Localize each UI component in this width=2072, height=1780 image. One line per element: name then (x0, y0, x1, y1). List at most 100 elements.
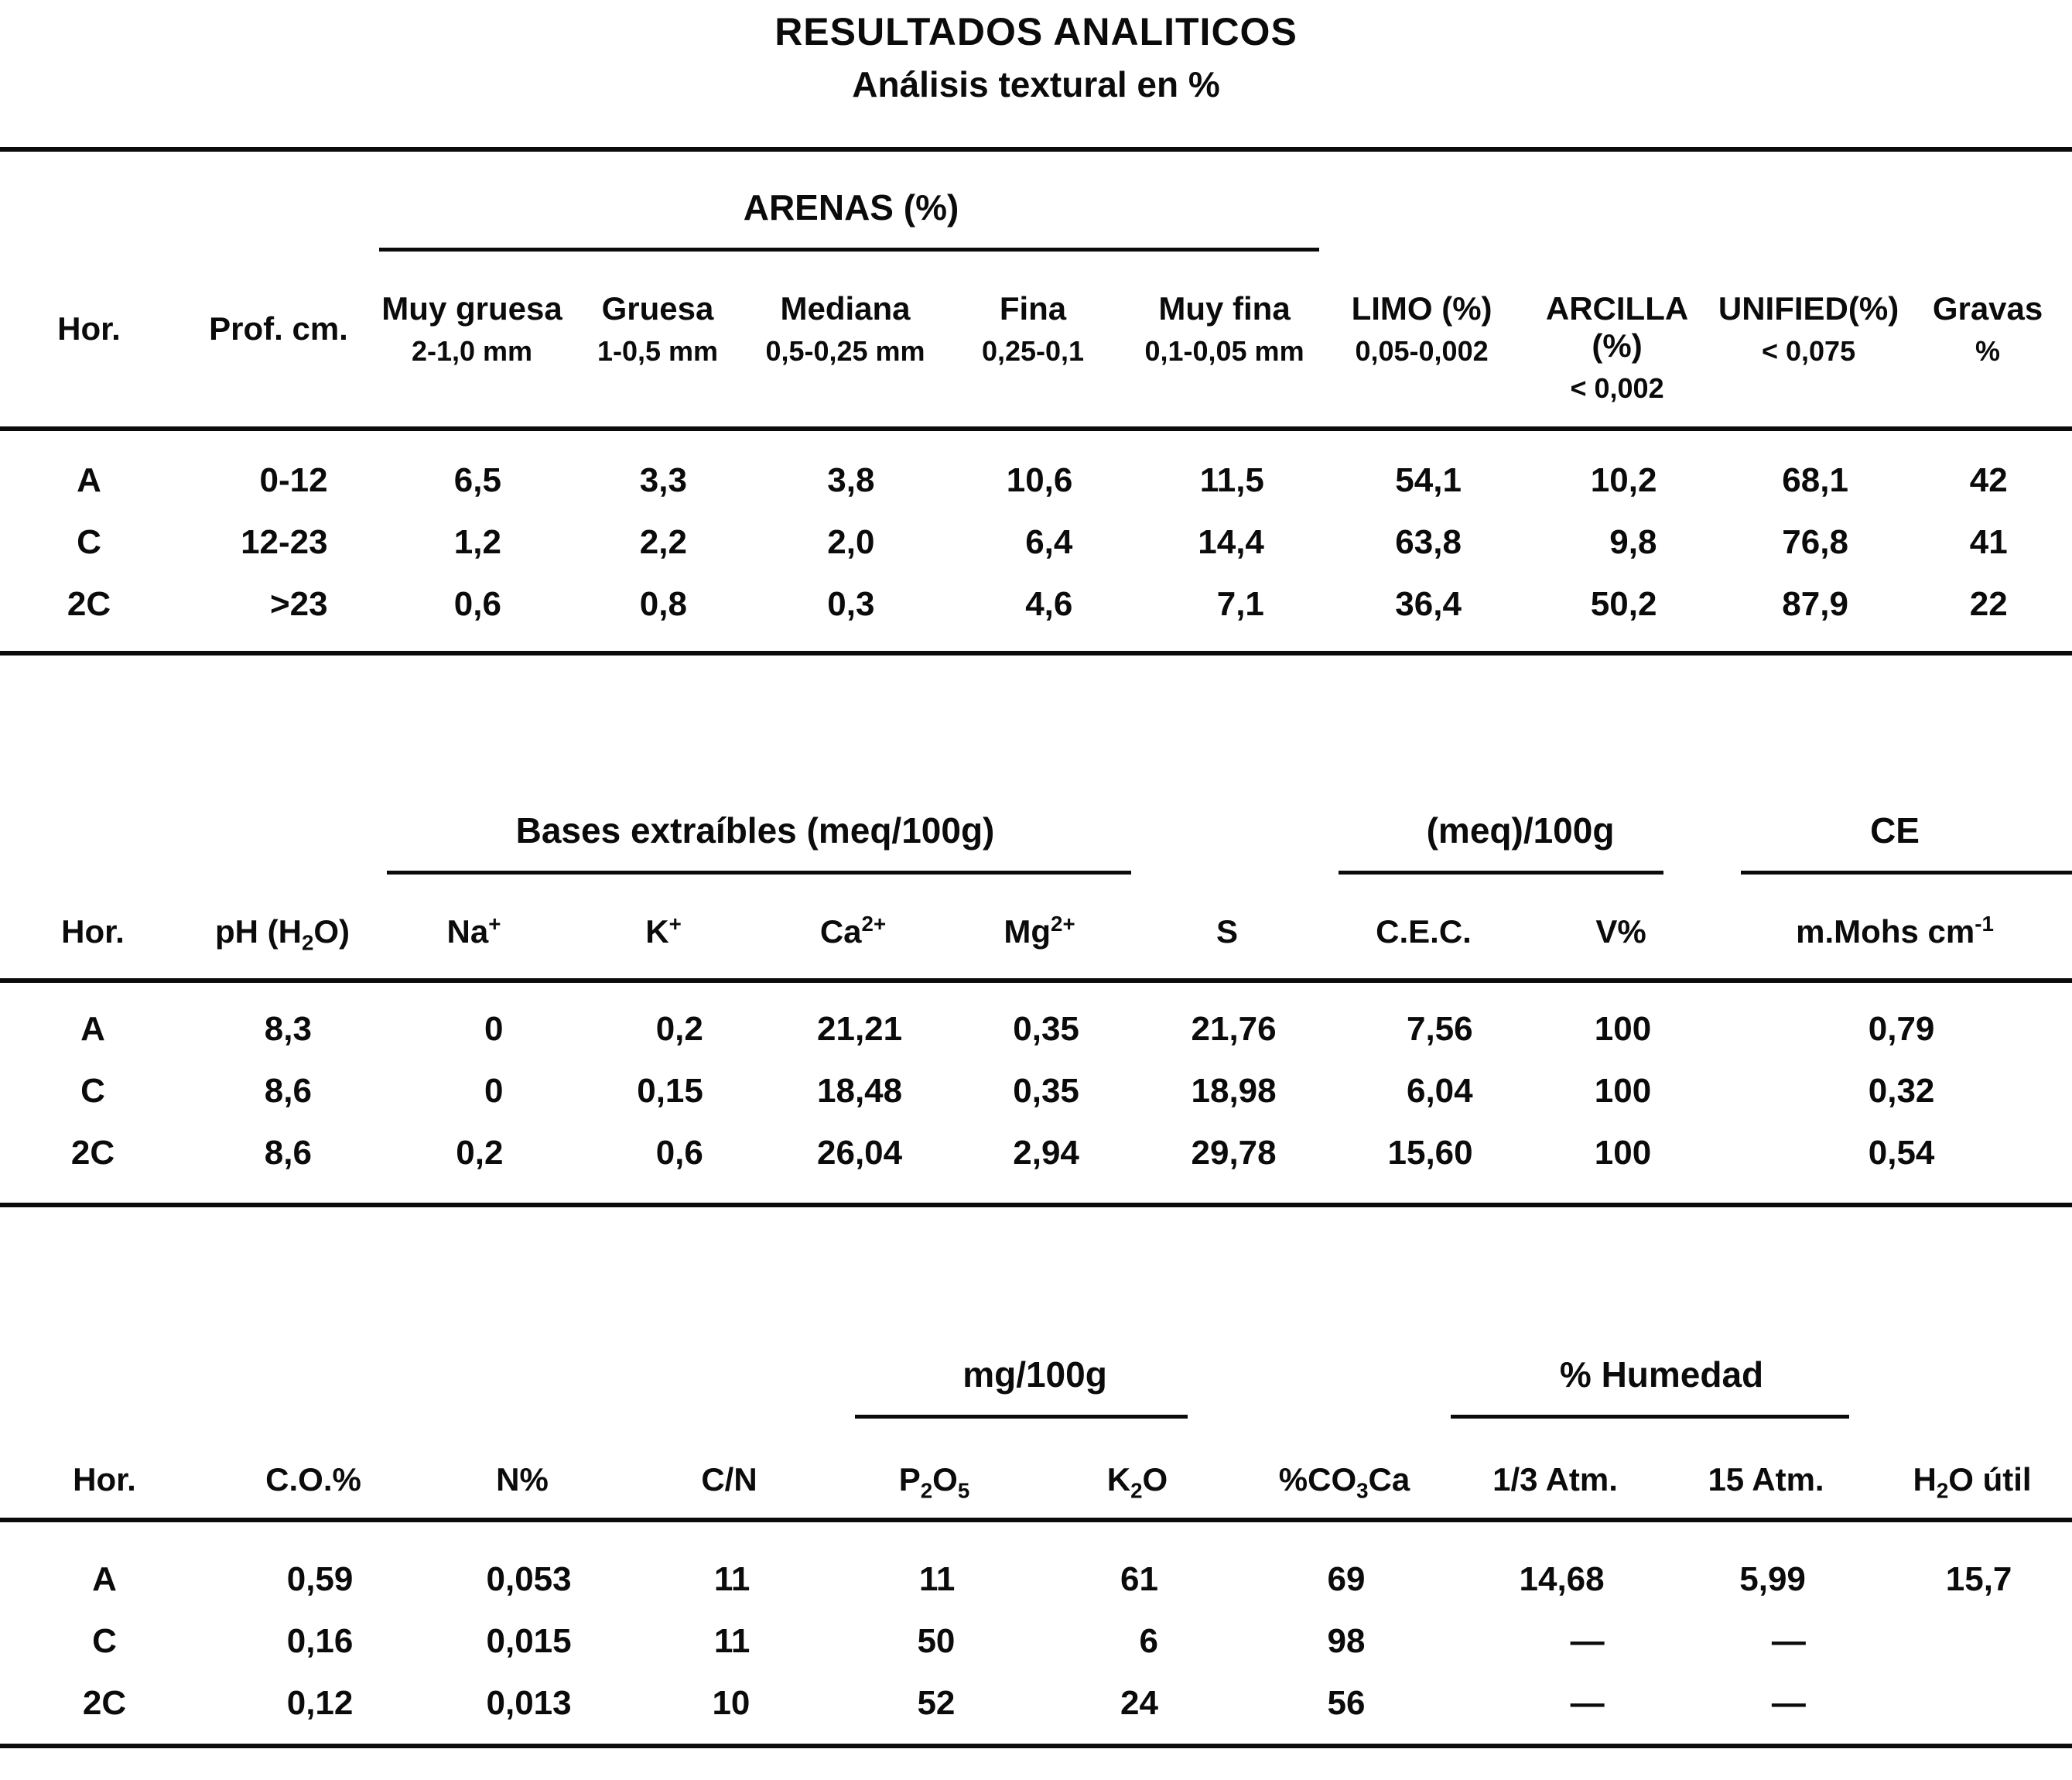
table-cell: 0,6 (569, 1122, 758, 1205)
cell-value: 2,2 (639, 523, 687, 561)
cell-value: 6,04 (1406, 1072, 1473, 1110)
table-cell: 0,013 (418, 1672, 627, 1746)
table-row: C 12-23 1,2 2,2 2,0 6,4 14,4 63,8 9,8 76… (0, 512, 2072, 573)
column-header-muy-gruesa: Muy gruesa 2-1,0 mm (379, 252, 565, 429)
column-header-cec: C.E.C. (1323, 875, 1524, 981)
bases-extraibles-table: Bases extraíbles (meq/100g) (meq)/100g C… (0, 810, 2072, 1207)
table-cell: — (1660, 1611, 1872, 1672)
arenas-group-underline (379, 248, 1320, 252)
column-header-unified: UNIFIED(%) < 0,075 (1714, 252, 1903, 429)
cell-value: 12-23 (241, 523, 328, 561)
table-cell: 5,99 (1660, 1520, 1872, 1611)
table-row: 2C 0,12 0,013 10 52 24 56 — — (0, 1672, 2072, 1746)
table-cell: 0,12 (209, 1672, 418, 1746)
fertility-humidity-table: mg/100g % Humedad Hor. C.O.% N% C/N P2O5… (0, 1354, 2072, 1748)
cell-value: 0,053 (486, 1560, 572, 1598)
table-cell: 52 (832, 1672, 1037, 1746)
column-header-prof: Prof. cm. (178, 252, 379, 429)
meq100g-group-label: (meq)/100g (1426, 810, 1615, 851)
humedad-group-label: % Humedad (1559, 1354, 1764, 1395)
row-label-cell: C (92, 1622, 117, 1660)
cell-value: — (1570, 1622, 1605, 1660)
column-header-label: Fina (999, 290, 1067, 327)
table-cell: 6,04 (1323, 1060, 1524, 1122)
group-header-row: Bases extraíbles (meq/100g) (meq)/100g C… (0, 810, 2072, 875)
cell-value: 29,78 (1191, 1134, 1277, 1172)
table-cell: 29,78 (1131, 1122, 1323, 1205)
cell-value: 0,2 (456, 1134, 504, 1172)
group-spacer (1323, 152, 2072, 252)
column-header-label: Hor. (57, 310, 121, 347)
table-cell: 9,8 (1520, 512, 1714, 573)
column-header-mmohs: m.Mohs cm-1 (1718, 875, 2072, 981)
table-cell: 26,04 (758, 1122, 948, 1205)
group-spacer (0, 152, 379, 252)
cell-value: 0,6 (655, 1134, 703, 1172)
table-cell: 0,16 (209, 1611, 418, 1672)
cell-value: 0,15 (637, 1072, 703, 1110)
row-label-cell: 2C (70, 1134, 115, 1172)
column-header-s: S (1131, 875, 1323, 981)
column-header-sub: 1-0,5 mm (597, 335, 719, 367)
column-header-na: Na+ (379, 875, 569, 981)
cell-value: 42 (1969, 461, 2008, 499)
column-header-label: 1/3 Atm. (1492, 1461, 1618, 1498)
cell-value: 36,4 (1395, 585, 1462, 623)
column-header-label: Gravas (1932, 290, 2043, 327)
cell-value: 0,54 (1868, 1134, 1935, 1172)
cell-value: 6 (1139, 1622, 1158, 1660)
humedad-group: % Humedad (1451, 1354, 1872, 1419)
table-cell: 42 (1903, 429, 2072, 512)
table-cell: 50 (832, 1611, 1037, 1672)
cell-value: 0-12 (259, 461, 328, 499)
cell-value: 3,8 (827, 461, 875, 499)
column-header-label: V% (1595, 913, 1646, 950)
column-header-label: C/N (701, 1461, 757, 1498)
column-header-k: K+ (569, 875, 758, 981)
column-header-row: Hor. Prof. cm. Muy gruesa 2-1,0 mm Gruesa… (0, 252, 2072, 429)
cell-value: 100 (1594, 1010, 1652, 1048)
table-cell: 21,21 (758, 981, 948, 1060)
cell-value: — (1570, 1684, 1605, 1722)
group-spacer (1238, 1354, 1451, 1419)
cell-value: 11 (918, 1560, 956, 1598)
cell-value: 11,5 (1199, 461, 1264, 499)
column-header-label: Mg2+ (1004, 912, 1075, 950)
cell-value: 100 (1594, 1072, 1652, 1110)
table-cell: 8,6 (186, 1060, 379, 1122)
table-cell: 0,053 (418, 1520, 627, 1611)
cell-value: 0,015 (486, 1622, 572, 1660)
table-cell: 69 (1238, 1520, 1451, 1611)
column-header-label: Mediana (780, 290, 911, 327)
table-cell: >23 (178, 573, 379, 653)
column-header-label: Hor. (61, 913, 125, 950)
column-header-co3ca: %CO3Ca (1238, 1419, 1451, 1520)
mg100g-group-label: mg/100g (962, 1354, 1107, 1395)
table-cell: 18,48 (758, 1060, 948, 1122)
table-cell: 4,6 (940, 573, 1126, 653)
cell-value: 21,21 (817, 1010, 903, 1048)
column-header-arcilla: ARCILLA (%) < 0,002 (1520, 252, 1714, 429)
table-cell: 6,4 (940, 512, 1126, 573)
table-row: A 0,59 0,053 11 11 61 69 14,68 5,99 15,7 (0, 1520, 2072, 1611)
row-label-cell: A (77, 461, 101, 499)
group-spacer (0, 810, 379, 875)
table-cell: 36,4 (1323, 573, 1520, 653)
column-header-hor: Hor. (0, 875, 186, 981)
column-header-gravas: Gravas% (1903, 252, 2072, 429)
cell-value: 9,8 (1609, 523, 1657, 561)
cell-value: 98 (1327, 1622, 1366, 1660)
column-header-fina: Fina 0,25-0,1 (940, 252, 1126, 429)
table-cell: 0,35 (948, 1060, 1131, 1122)
table-cell: 24 (1037, 1672, 1238, 1746)
table-row: 2C >23 0,6 0,8 0,3 4,6 7,1 36,4 50,2 87,… (0, 573, 2072, 653)
cell-value: 0,35 (1013, 1072, 1079, 1110)
table-cell: 0,015 (418, 1611, 627, 1672)
cell-value: 6,5 (453, 461, 501, 499)
cell-value: 6,4 (1025, 523, 1073, 561)
table-cell: 63,8 (1323, 512, 1520, 573)
cell-value: 8,6 (264, 1072, 312, 1110)
table-cell: 0,79 (1718, 981, 2072, 1060)
group-header-row: ARENAS (%) (0, 152, 2072, 252)
cell-value: 54,1 (1395, 461, 1462, 499)
